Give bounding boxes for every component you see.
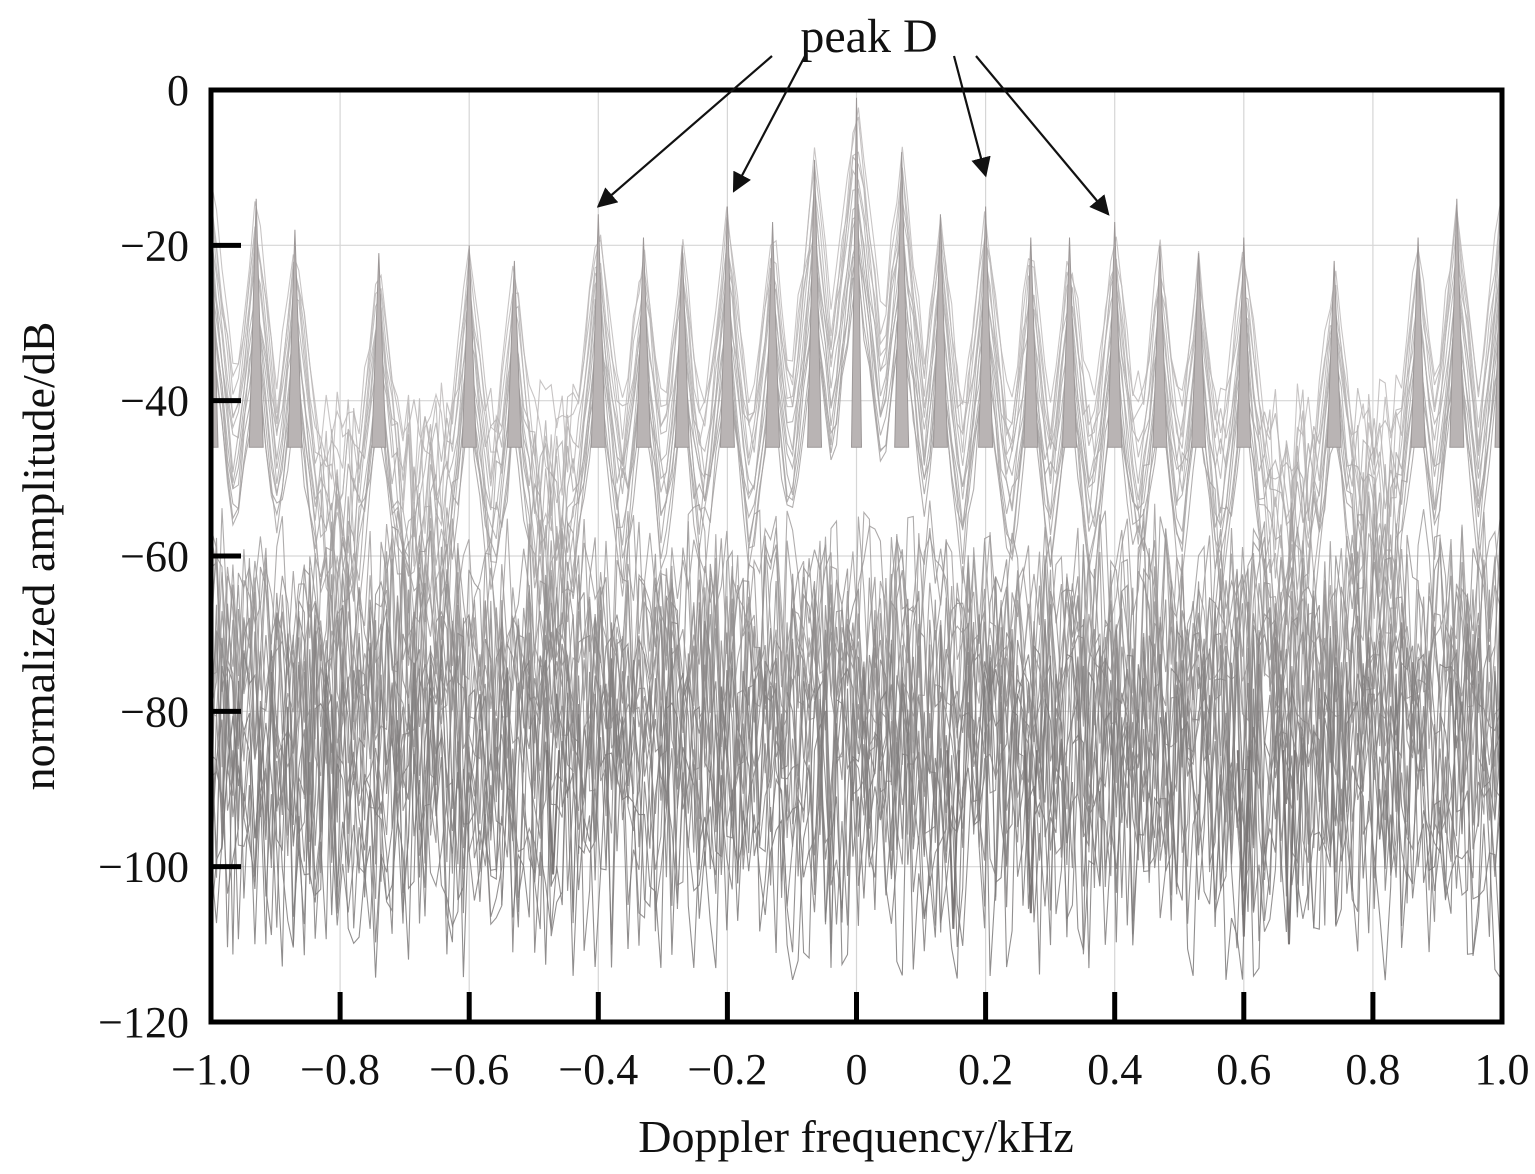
peak-spike-12	[1410, 237, 1426, 448]
y-tick-label-3: −60	[120, 532, 189, 581]
peak-spike-2	[287, 229, 303, 448]
deep-null-4	[1281, 750, 1296, 945]
peak-d-arrow-0	[596, 55, 773, 208]
x-tick-label-9: 0.8	[1345, 1045, 1400, 1094]
peak-spike-8	[894, 152, 910, 448]
peak-spike-9	[978, 206, 994, 448]
y-tick-label-2: −40	[120, 377, 189, 426]
y-tick-label-4: −80	[120, 687, 189, 736]
peak-spike-24	[1191, 253, 1207, 448]
peak-spike-19	[765, 222, 781, 448]
y-tick-label-6: −120	[98, 998, 189, 1047]
peak-spike-17	[635, 237, 652, 448]
peak-spike-16	[506, 260, 522, 448]
deep-null-1	[946, 750, 961, 929]
peak-spike-22	[1061, 237, 1078, 448]
spectrum-trace-19	[211, 544, 1501, 782]
peak-d-arrow-3	[975, 55, 1110, 216]
deep-null-3	[1236, 750, 1251, 937]
peak-d-annotation: peak D	[596, 10, 1110, 216]
x-axis-title: Doppler frequency/kHz	[638, 1111, 1074, 1162]
y-axis-title: normalized amplitude/dB	[13, 322, 64, 791]
spectrum-trace-32	[211, 666, 1501, 968]
y-tick-label-1: −20	[120, 221, 189, 270]
peak-spike-21	[1023, 237, 1039, 448]
peak-spike-25	[1326, 260, 1342, 448]
x-tick-label-4: −0.2	[687, 1045, 767, 1094]
peak-d-arrow-2	[952, 55, 991, 178]
x-tick-label-6: 0.2	[958, 1045, 1013, 1094]
peak-spike-15	[371, 253, 387, 448]
y-tick-label-5: −100	[98, 843, 189, 892]
deep-null-0	[546, 750, 561, 875]
peak-spike-7	[850, 97, 863, 448]
spectrum-trace-29	[211, 637, 1501, 926]
x-tick-label-8: 0.6	[1216, 1045, 1271, 1094]
peak-spike-4	[590, 214, 606, 448]
x-tick-label-5: 0	[846, 1045, 868, 1094]
x-tick-label-3: −0.4	[558, 1045, 638, 1094]
axis-ticks	[208, 87, 1505, 1025]
deep-null-2	[1023, 750, 1038, 914]
spectrum-trace-33	[211, 673, 1501, 981]
peak-spike-20	[932, 214, 948, 448]
x-tick-label-10: 1.0	[1475, 1045, 1530, 1094]
peak-spike-6	[807, 159, 823, 448]
peak-spike-13	[1449, 198, 1465, 448]
peak-spike-18	[674, 245, 690, 448]
peak-d-arrow-1	[732, 55, 806, 193]
x-tick-label-1: −0.8	[300, 1045, 380, 1094]
x-tick-label-0: −1.0	[171, 1045, 251, 1094]
peak-spike-3	[461, 245, 477, 448]
x-tick-label-2: −0.6	[429, 1045, 509, 1094]
peak-spike-23	[1152, 245, 1168, 448]
spectrum-trace-28	[211, 628, 1501, 912]
peak-spike-11	[1236, 237, 1252, 448]
peak-spike-10	[1107, 222, 1123, 448]
x-tick-label-7: 0.4	[1087, 1045, 1142, 1094]
peak-spike-5	[719, 206, 735, 448]
y-tick-labels: 0 −20 −40 −60 −80 −100 −120	[98, 66, 189, 1047]
x-tick-labels: −1.0 −0.8 −0.6 −0.4 −0.2 0 0.2 0.4 0.6 0.8 1.0	[171, 1045, 1529, 1094]
spectrum-trace-16	[211, 516, 1501, 739]
peak-d-label: peak D	[800, 10, 937, 63]
peak-spike-1	[248, 198, 264, 448]
y-tick-label-0: 0	[167, 66, 189, 115]
